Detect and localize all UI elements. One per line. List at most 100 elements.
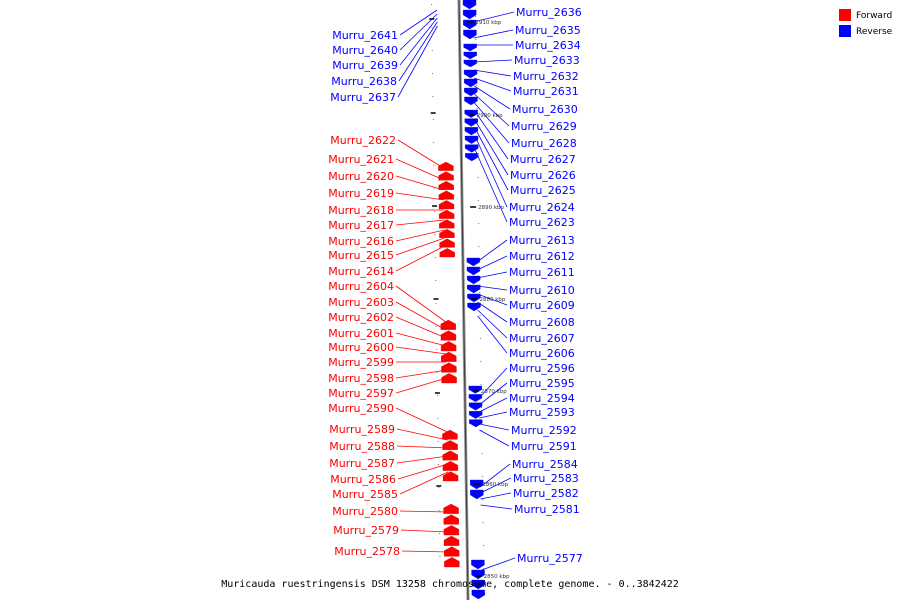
forward-gene-label[interactable]: Murru_2618 [328, 204, 394, 217]
forward-gene-label[interactable]: Murru_2601 [328, 327, 394, 340]
forward-gene-block[interactable] [441, 351, 457, 362]
forward-gene-label[interactable]: Murru_2600 [328, 341, 394, 354]
forward-gene-label[interactable]: Murru_2637 [330, 91, 396, 104]
reverse-gene-label[interactable]: Murru_2594 [509, 392, 575, 405]
reverse-gene-label[interactable]: Murru_2635 [515, 24, 581, 37]
reverse-gene-label[interactable]: Murru_2608 [509, 316, 575, 329]
reverse-gene-label[interactable]: Murru_2623 [509, 216, 575, 229]
forward-gene-block[interactable] [439, 228, 455, 239]
forward-gene-block[interactable] [438, 209, 455, 219]
reverse-gene-block[interactable] [471, 569, 485, 580]
forward-gene-label[interactable]: Murru_2603 [328, 296, 394, 309]
reverse-gene-label[interactable]: Murru_2628 [511, 137, 577, 150]
forward-gene-label[interactable]: Murru_2614 [328, 265, 394, 278]
reverse-gene-block[interactable] [464, 96, 478, 106]
forward-gene-label[interactable]: Murru_2588 [329, 440, 395, 453]
forward-gene-label[interactable]: Murru_2604 [328, 280, 394, 293]
reverse-gene-block[interactable] [462, 9, 477, 20]
forward-gene-label[interactable]: Murru_2621 [328, 153, 394, 166]
forward-gene-block[interactable] [443, 535, 460, 546]
reverse-gene-block[interactable] [464, 127, 479, 136]
reverse-gene-block[interactable] [466, 257, 481, 267]
reverse-gene-label[interactable]: Murru_2611 [509, 266, 575, 279]
reverse-gene-label[interactable]: Murru_2606 [509, 347, 575, 360]
forward-gene-label[interactable]: Murru_2585 [332, 488, 398, 501]
reverse-gene-block[interactable] [463, 78, 478, 88]
forward-gene-label[interactable]: Murru_2590 [328, 402, 394, 415]
forward-gene-block[interactable] [440, 330, 457, 341]
reverse-gene-label[interactable]: Murru_2582 [513, 487, 579, 500]
reverse-gene-label[interactable]: Murru_2624 [509, 201, 575, 214]
reverse-gene-label[interactable]: Murru_2625 [510, 184, 576, 197]
reverse-gene-label[interactable]: Murru_2591 [511, 440, 577, 453]
forward-gene-block[interactable] [443, 514, 459, 525]
reverse-gene-label[interactable]: Murru_2632 [513, 70, 579, 83]
forward-gene-label[interactable]: Murru_2580 [332, 505, 398, 518]
forward-gene-label[interactable]: Murru_2641 [332, 29, 398, 42]
forward-gene-label[interactable]: Murru_2639 [332, 59, 398, 72]
reverse-gene-label[interactable]: Murru_2610 [509, 284, 575, 297]
forward-gene-label[interactable]: Murru_2620 [328, 170, 394, 183]
reverse-gene-block[interactable] [466, 266, 481, 276]
forward-gene-block[interactable] [441, 373, 457, 384]
forward-gene-block[interactable] [438, 200, 455, 210]
forward-gene-block[interactable] [443, 525, 460, 536]
forward-gene-block[interactable] [440, 341, 457, 352]
forward-gene-block[interactable] [444, 546, 460, 557]
forward-gene-block[interactable] [439, 248, 455, 258]
forward-gene-label[interactable]: Murru_2589 [329, 423, 395, 436]
reverse-gene-label[interactable]: Murru_2634 [515, 39, 581, 52]
reverse-gene-block[interactable] [468, 394, 483, 403]
reverse-gene-block[interactable] [462, 0, 477, 10]
reverse-gene-block[interactable] [467, 293, 481, 303]
reverse-gene-block[interactable] [464, 118, 478, 127]
reverse-gene-block[interactable] [471, 559, 485, 570]
reverse-gene-label[interactable]: Murru_2607 [509, 332, 575, 345]
forward-gene-block[interactable] [439, 219, 455, 229]
forward-gene-label[interactable]: Murru_2616 [328, 235, 394, 248]
reverse-gene-label[interactable]: Murru_2584 [512, 458, 578, 471]
reverse-gene-label[interactable]: Murru_2631 [513, 85, 579, 98]
forward-gene-label[interactable]: Murru_2579 [333, 524, 399, 537]
reverse-gene-block[interactable] [463, 59, 478, 68]
forward-gene-label[interactable]: Murru_2599 [328, 356, 394, 369]
reverse-gene-label[interactable]: Murru_2612 [509, 250, 575, 263]
reverse-gene-block[interactable] [468, 385, 482, 394]
reverse-gene-label[interactable]: Murru_2581 [514, 503, 580, 516]
reverse-gene-label[interactable]: Murru_2593 [509, 406, 575, 419]
forward-gene-block[interactable] [442, 440, 458, 450]
reverse-gene-block[interactable] [463, 43, 477, 52]
reverse-gene-block[interactable] [463, 69, 478, 79]
forward-gene-label[interactable]: Murru_2615 [328, 249, 394, 262]
forward-gene-block[interactable] [438, 171, 454, 181]
forward-gene-block[interactable] [438, 161, 454, 171]
reverse-gene-block[interactable] [463, 51, 477, 60]
reverse-gene-block[interactable] [463, 29, 477, 40]
forward-gene-label[interactable]: Murru_2586 [330, 473, 396, 486]
reverse-gene-block[interactable] [464, 135, 479, 144]
reverse-gene-block[interactable] [471, 579, 485, 590]
reverse-gene-label[interactable]: Murru_2626 [510, 169, 576, 182]
reverse-gene-label[interactable]: Murru_2583 [513, 472, 579, 485]
reverse-gene-block[interactable] [467, 284, 481, 294]
reverse-gene-label[interactable]: Murru_2627 [510, 153, 576, 166]
forward-gene-block[interactable] [438, 180, 454, 191]
forward-gene-block[interactable] [441, 362, 457, 373]
forward-gene-label[interactable]: Murru_2598 [328, 372, 394, 385]
forward-gene-label[interactable]: Murru_2602 [328, 311, 394, 324]
reverse-gene-block[interactable] [468, 402, 483, 411]
reverse-gene-block[interactable] [469, 419, 483, 428]
forward-gene-block[interactable] [438, 190, 455, 200]
reverse-gene-label[interactable]: Murru_2633 [514, 54, 580, 67]
forward-gene-label[interactable]: Murru_2638 [331, 75, 397, 88]
reverse-gene-label[interactable]: Murru_2592 [511, 424, 577, 437]
forward-gene-label[interactable]: Murru_2622 [330, 134, 396, 147]
reverse-gene-label[interactable]: Murru_2613 [509, 234, 575, 247]
forward-gene-block[interactable] [444, 557, 460, 568]
reverse-gene-label[interactable]: Murru_2595 [509, 377, 575, 390]
reverse-gene-block[interactable] [466, 275, 481, 285]
forward-gene-label[interactable]: Murru_2617 [328, 219, 394, 232]
reverse-gene-block[interactable] [464, 144, 479, 153]
reverse-gene-block[interactable] [467, 302, 481, 312]
reverse-gene-label[interactable]: Murru_2636 [516, 6, 582, 19]
